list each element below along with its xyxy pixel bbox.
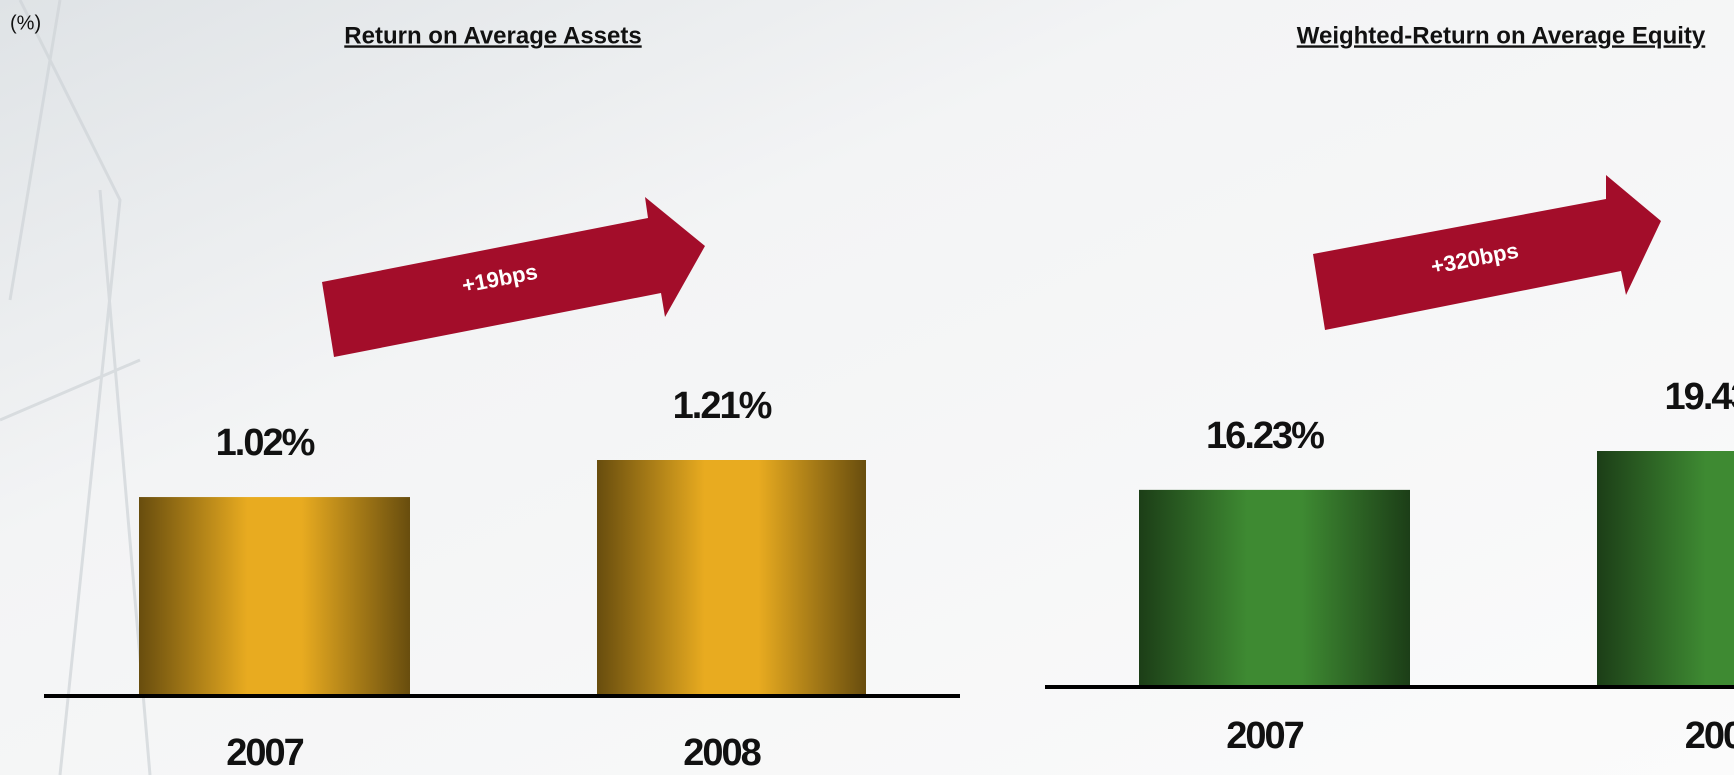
bar: [1597, 451, 1734, 687]
x-tick-label: 2007: [226, 732, 303, 774]
unit-label: (%): [10, 12, 41, 34]
x-tick-label: 2008: [1685, 715, 1734, 757]
chart-title: Return on Average Assets: [344, 22, 641, 49]
bar: [597, 460, 866, 696]
x-tick-label: 2008: [683, 732, 760, 774]
value-label: 1.21%: [673, 385, 772, 427]
value-label: 19.43%: [1665, 376, 1734, 418]
bar: [139, 497, 410, 696]
page: (%) Return on Average Assets 1.02% 2007 1.2…: [0, 0, 1734, 775]
x-tick-label: 2007: [1226, 715, 1303, 757]
bar: [1139, 490, 1410, 687]
value-label: 16.23%: [1206, 415, 1324, 457]
chart-title: Weighted-Return on Average Equity: [1297, 22, 1706, 49]
value-label: 1.02%: [216, 422, 315, 464]
